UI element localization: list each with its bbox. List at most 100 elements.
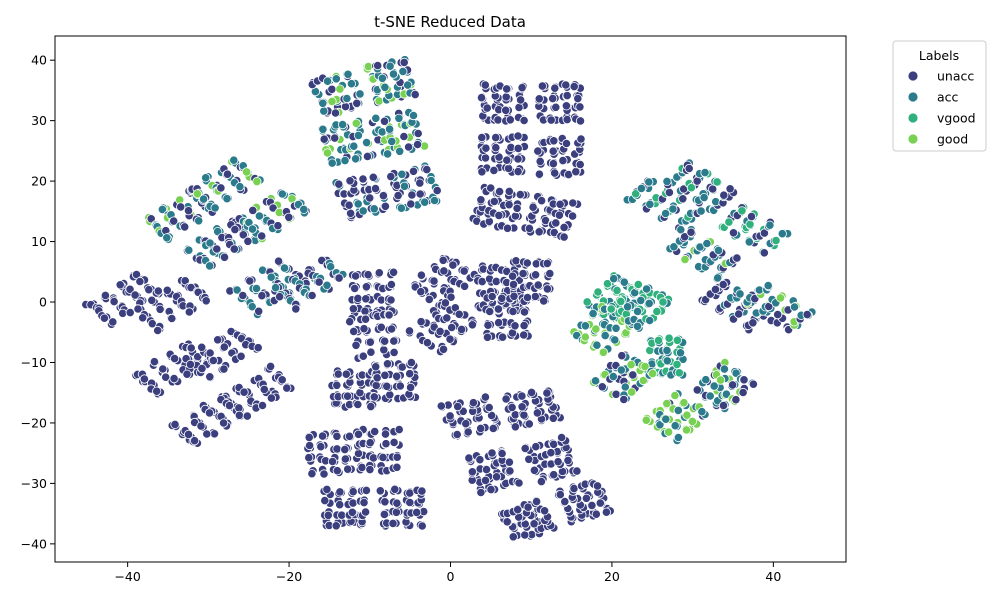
point-unacc bbox=[239, 387, 249, 397]
point-unacc bbox=[535, 156, 545, 166]
point-unacc bbox=[513, 131, 523, 141]
point-acc bbox=[205, 261, 215, 271]
point-unacc bbox=[360, 314, 371, 324]
point-unacc bbox=[748, 379, 759, 389]
point-unacc bbox=[501, 105, 511, 115]
point-unacc bbox=[539, 506, 550, 516]
point-unacc bbox=[501, 92, 511, 102]
point-unacc bbox=[413, 128, 423, 139]
point-unacc bbox=[370, 426, 380, 437]
point-unacc bbox=[511, 256, 521, 266]
point-acc bbox=[429, 195, 440, 206]
point-good bbox=[580, 332, 590, 342]
point-unacc bbox=[562, 91, 572, 101]
point-unacc bbox=[238, 230, 248, 240]
point-unacc bbox=[186, 282, 196, 293]
point-unacc bbox=[403, 142, 414, 152]
point-unacc bbox=[452, 429, 462, 440]
point-unacc bbox=[322, 484, 332, 494]
point-acc bbox=[721, 389, 732, 399]
point-unacc bbox=[316, 442, 326, 452]
point-unacc bbox=[581, 493, 592, 503]
point-unacc bbox=[505, 115, 515, 125]
point-acc bbox=[162, 233, 172, 243]
point-unacc bbox=[542, 258, 552, 268]
point-unacc bbox=[245, 276, 255, 286]
point-unacc bbox=[108, 317, 118, 327]
x-tick-label: 0 bbox=[447, 569, 455, 584]
point-unacc bbox=[190, 436, 200, 446]
point-unacc bbox=[529, 519, 539, 529]
point-unacc bbox=[573, 94, 583, 104]
point-unacc bbox=[350, 283, 360, 293]
point-unacc bbox=[680, 232, 690, 242]
point-unacc bbox=[487, 291, 497, 302]
point-unacc bbox=[528, 202, 538, 212]
point-acc bbox=[299, 204, 309, 214]
point-unacc bbox=[416, 287, 426, 297]
point-unacc bbox=[476, 487, 486, 498]
point-acc bbox=[636, 183, 647, 193]
point-acc bbox=[257, 265, 268, 275]
point-unacc bbox=[342, 391, 353, 401]
point-unacc bbox=[197, 342, 207, 352]
point-unacc bbox=[510, 321, 520, 331]
point-acc bbox=[398, 66, 408, 77]
point-good bbox=[680, 254, 690, 265]
point-unacc bbox=[334, 273, 344, 283]
point-unacc bbox=[349, 326, 359, 336]
point-unacc bbox=[561, 138, 572, 149]
point-unacc bbox=[436, 401, 446, 411]
legend-label-acc: acc bbox=[937, 90, 959, 105]
point-acc bbox=[222, 194, 232, 204]
point-unacc bbox=[144, 285, 154, 295]
point-unacc bbox=[236, 351, 246, 361]
point-unacc bbox=[562, 115, 572, 125]
point-unacc bbox=[513, 505, 523, 515]
point-unacc bbox=[358, 351, 368, 361]
point-unacc bbox=[483, 320, 493, 330]
point-unacc bbox=[502, 155, 512, 165]
point-unacc bbox=[369, 392, 379, 402]
point-vgood bbox=[633, 279, 643, 290]
point-unacc bbox=[224, 400, 235, 411]
point-unacc bbox=[520, 530, 530, 540]
point-good bbox=[327, 96, 337, 107]
point-unacc bbox=[519, 330, 529, 340]
point-unacc bbox=[118, 308, 128, 318]
point-good bbox=[682, 410, 692, 420]
point-acc bbox=[662, 345, 672, 355]
point-unacc bbox=[406, 357, 416, 368]
x-tick-label: 20 bbox=[604, 569, 620, 584]
point-unacc bbox=[375, 486, 385, 496]
point-unacc bbox=[393, 191, 403, 201]
point-acc bbox=[346, 79, 356, 89]
point-acc bbox=[371, 113, 381, 123]
point-acc bbox=[270, 283, 281, 293]
point-unacc bbox=[759, 248, 769, 258]
point-unacc bbox=[100, 290, 111, 300]
point-acc bbox=[609, 274, 619, 284]
point-vgood bbox=[672, 359, 682, 369]
point-unacc bbox=[353, 293, 363, 303]
point-unacc bbox=[481, 143, 491, 153]
point-unacc bbox=[497, 332, 508, 342]
point-unacc bbox=[731, 395, 741, 405]
point-unacc bbox=[133, 304, 143, 314]
point-unacc bbox=[360, 507, 371, 517]
point-unacc bbox=[359, 497, 369, 508]
point-unacc bbox=[575, 159, 585, 170]
point-acc bbox=[644, 298, 654, 308]
point-unacc bbox=[461, 419, 471, 429]
x-tick-label: −40 bbox=[114, 569, 140, 584]
point-acc bbox=[719, 364, 730, 374]
point-vgood bbox=[582, 297, 592, 307]
point-unacc bbox=[273, 256, 284, 266]
x-axis: −40 −20 0 20 40 bbox=[114, 562, 781, 584]
point-unacc bbox=[556, 432, 567, 443]
point-unacc bbox=[587, 500, 597, 510]
point-unacc bbox=[139, 374, 149, 384]
point-unacc bbox=[182, 369, 192, 379]
legend-marker-vgood bbox=[907, 112, 919, 124]
point-unacc bbox=[184, 307, 194, 317]
